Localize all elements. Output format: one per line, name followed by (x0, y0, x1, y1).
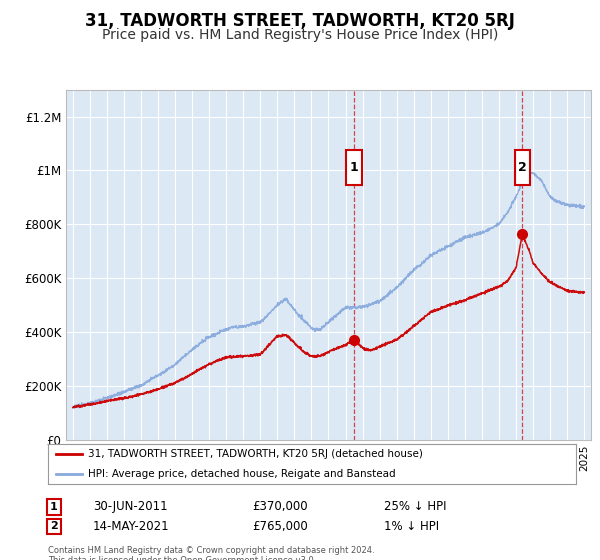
FancyBboxPatch shape (515, 150, 530, 185)
Text: 25% ↓ HPI: 25% ↓ HPI (384, 500, 446, 514)
Text: 1% ↓ HPI: 1% ↓ HPI (384, 520, 439, 533)
Text: 2: 2 (518, 161, 527, 174)
Text: 31, TADWORTH STREET, TADWORTH, KT20 5RJ: 31, TADWORTH STREET, TADWORTH, KT20 5RJ (85, 12, 515, 30)
Text: 1: 1 (50, 502, 58, 512)
FancyBboxPatch shape (346, 150, 362, 185)
Text: £765,000: £765,000 (252, 520, 308, 533)
Text: 31, TADWORTH STREET, TADWORTH, KT20 5RJ (detached house): 31, TADWORTH STREET, TADWORTH, KT20 5RJ … (88, 449, 422, 459)
Text: 30-JUN-2011: 30-JUN-2011 (93, 500, 167, 514)
Text: 1: 1 (350, 161, 358, 174)
Text: HPI: Average price, detached house, Reigate and Banstead: HPI: Average price, detached house, Reig… (88, 469, 395, 479)
Text: Price paid vs. HM Land Registry's House Price Index (HPI): Price paid vs. HM Land Registry's House … (102, 28, 498, 42)
Text: Contains HM Land Registry data © Crown copyright and database right 2024.
This d: Contains HM Land Registry data © Crown c… (48, 546, 374, 560)
Text: £370,000: £370,000 (252, 500, 308, 514)
Text: 2: 2 (50, 521, 58, 531)
Text: 14-MAY-2021: 14-MAY-2021 (93, 520, 170, 533)
